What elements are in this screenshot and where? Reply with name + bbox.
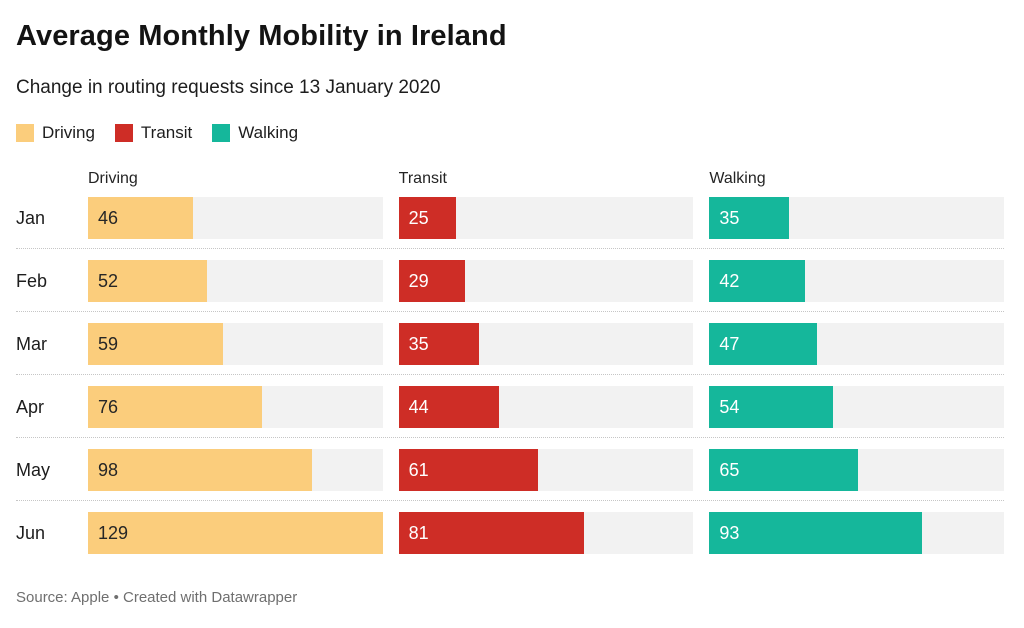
bar-track-transit: 29 xyxy=(398,260,694,302)
chart-row-jan: Jan 46 25 35 xyxy=(16,197,1004,239)
bar-value-label: 25 xyxy=(408,207,429,228)
bar-value-label: 59 xyxy=(98,333,119,354)
chart-row-feb: Feb 52 29 42 xyxy=(16,260,1004,302)
bar-value-label: 35 xyxy=(408,333,429,354)
bar-driving-may: 98 xyxy=(88,449,312,491)
bar-transit-feb: 29 xyxy=(398,260,465,302)
legend-item-transit: Transit xyxy=(114,123,193,143)
bar-track-transit: 81 xyxy=(398,512,694,554)
bar-track-walking: 42 xyxy=(709,260,1004,302)
bar-value-label: 46 xyxy=(98,207,119,228)
bar-walking-jan: 35 xyxy=(709,197,790,239)
bar-value-label: 29 xyxy=(408,270,429,291)
bar-driving-jan: 46 xyxy=(88,197,194,239)
row-divider xyxy=(16,500,1004,501)
bar-driving-jun: 129 xyxy=(88,512,383,554)
bar-value-label: 61 xyxy=(408,459,429,480)
bar-track-driving: 46 xyxy=(88,197,383,239)
bar-track-transit: 61 xyxy=(398,449,694,491)
bar-value-label: 42 xyxy=(719,270,740,291)
bar-value-label: 44 xyxy=(408,396,429,417)
bar-value-label: 65 xyxy=(719,459,740,480)
bar-transit-jan: 25 xyxy=(398,197,456,239)
row-divider xyxy=(16,374,1004,375)
bar-value-label: 52 xyxy=(98,270,119,291)
bar-value-label: 54 xyxy=(719,396,740,417)
legend-label: Transit xyxy=(140,123,193,142)
bar-value-label: 129 xyxy=(98,522,129,543)
bar-track-walking: 47 xyxy=(709,323,1004,365)
bar-value-label: 98 xyxy=(98,459,119,480)
bar-walking-apr: 54 xyxy=(709,386,833,428)
bar-walking-may: 65 xyxy=(709,449,858,491)
bar-track-driving: 76 xyxy=(88,386,383,428)
bar-transit-mar: 35 xyxy=(398,323,479,365)
bar-driving-mar: 59 xyxy=(88,323,223,365)
legend-item-driving: Driving xyxy=(16,123,95,143)
row-label: Feb xyxy=(16,270,48,291)
chart-title: Average Monthly Mobility in Ireland xyxy=(16,20,507,52)
bar-track-transit: 25 xyxy=(398,197,694,239)
bar-track-driving: 129 xyxy=(88,512,383,554)
row-divider xyxy=(16,248,1004,249)
bar-walking-jun: 93 xyxy=(709,512,922,554)
bar-track-walking: 65 xyxy=(709,449,1004,491)
bar-transit-jun: 81 xyxy=(398,512,584,554)
row-label: May xyxy=(16,459,51,480)
header-spacer xyxy=(16,169,72,189)
bar-value-label: 81 xyxy=(408,522,429,543)
bar-value-label: 76 xyxy=(98,396,119,417)
bar-track-driving: 98 xyxy=(88,449,383,491)
bar-track-transit: 44 xyxy=(398,386,694,428)
source-attribution: Source: Apple • Created with Datawrapper xyxy=(16,589,298,606)
legend-swatch-icon xyxy=(212,124,231,142)
bar-driving-feb: 52 xyxy=(88,260,207,302)
bar-walking-mar: 47 xyxy=(709,323,817,365)
legend-swatch-icon xyxy=(114,124,133,142)
chart-row-mar: Mar 59 35 47 xyxy=(16,323,1004,365)
bar-track-walking: 93 xyxy=(709,512,1004,554)
bar-value-label: 93 xyxy=(719,522,740,543)
legend-item-walking: Walking xyxy=(212,123,298,143)
chart-row-may: May 98 61 65 xyxy=(16,449,1004,491)
bar-track-transit: 35 xyxy=(398,323,694,365)
column-header-transit: Transit xyxy=(398,170,447,187)
bar-driving-apr: 76 xyxy=(88,386,262,428)
legend-label: Driving xyxy=(42,123,95,142)
row-label: Apr xyxy=(16,396,45,417)
row-label: Mar xyxy=(16,333,47,354)
bar-value-label: 35 xyxy=(719,207,740,228)
bar-track-driving: 52 xyxy=(88,260,383,302)
bar-transit-apr: 44 xyxy=(398,386,500,428)
legend-swatch-icon xyxy=(16,124,34,142)
column-header-driving: Driving xyxy=(88,170,138,187)
legend-label: Walking xyxy=(238,123,299,142)
bar-track-walking: 35 xyxy=(709,197,1004,239)
row-label: Jun xyxy=(16,522,46,543)
legend: Driving Transit Walking xyxy=(16,123,1004,143)
chart-subtitle: Change in routing requests since 13 Janu… xyxy=(16,77,441,98)
bar-transit-may: 61 xyxy=(398,449,538,491)
chart-row-apr: Apr 76 44 54 xyxy=(16,386,1004,428)
row-divider xyxy=(16,311,1004,312)
column-headers: Driving Transit Walking xyxy=(16,169,1004,189)
chart-body: Jan 46 25 35 Feb 52 29 42 Mar 59 35 47 Apr 76 44 54 May 9… xyxy=(16,197,1004,554)
row-divider xyxy=(16,437,1004,438)
bar-track-driving: 59 xyxy=(88,323,383,365)
chart-row-jun: Jun 129 81 93 xyxy=(16,512,1004,554)
row-label: Jan xyxy=(16,207,46,228)
bar-walking-feb: 42 xyxy=(709,260,806,302)
column-header-walking: Walking xyxy=(709,170,766,187)
bar-track-walking: 54 xyxy=(709,386,1004,428)
bar-value-label: 47 xyxy=(719,333,740,354)
